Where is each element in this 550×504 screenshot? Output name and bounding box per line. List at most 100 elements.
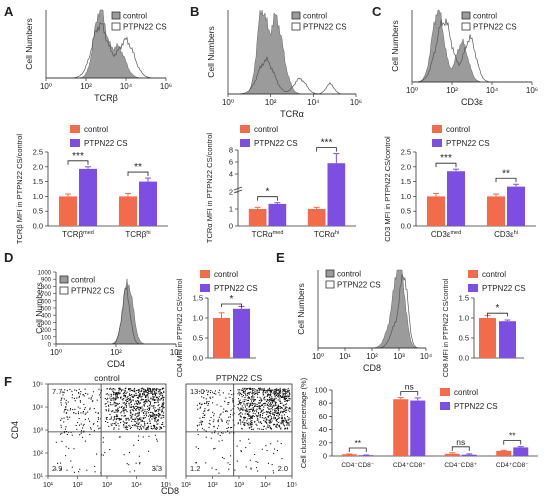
- scatter-dot: [238, 394, 240, 396]
- scatter-dot: [263, 425, 265, 427]
- scatter-dot: [242, 417, 244, 419]
- scatter-dot: [79, 401, 81, 403]
- scatter-dot: [264, 396, 266, 398]
- scatter-dot: [143, 401, 145, 403]
- scatter-dot: [281, 407, 283, 409]
- scatter-dot: [259, 402, 261, 404]
- scatter-dot: [126, 401, 128, 403]
- scatter-dot: [240, 407, 242, 409]
- scatter-dot: [222, 392, 224, 394]
- scatter-dot: [131, 390, 133, 392]
- scatter-dot: [267, 426, 269, 428]
- scatter-dot: [160, 427, 162, 429]
- scatter-dot: [140, 390, 142, 392]
- scatter-dot: [156, 428, 158, 430]
- scatter-dot: [254, 421, 256, 423]
- scatter-dot: [131, 406, 133, 408]
- scatter-dot: [82, 412, 84, 414]
- scatter-dot: [240, 412, 242, 414]
- scatter-dot: [280, 443, 282, 445]
- scatter-dot: [250, 388, 252, 390]
- scatter-dot: [151, 411, 153, 413]
- scatter-dot: [270, 393, 272, 395]
- C-bar-ytick-label: 2.0: [401, 162, 411, 171]
- scatter-dot: [282, 396, 284, 398]
- scatter-dot: [142, 417, 144, 419]
- D-hist-ytick-label: 300: [41, 321, 52, 327]
- scatter-dot: [147, 405, 149, 407]
- C-bar-ytick-label: 1.5: [401, 177, 411, 186]
- B-hist-ptpn22-histogram: [228, 56, 356, 95]
- scatter-dot: [277, 440, 279, 442]
- scatter-dot: [158, 416, 160, 418]
- scatter-dot: [205, 430, 207, 432]
- scatter-dot: [280, 407, 282, 409]
- scatter-dot: [267, 391, 269, 393]
- B-bar-bar-ptpn22-1: [327, 163, 346, 226]
- D-hist-xtick-label: 10⁰: [50, 348, 62, 357]
- scatter-dot: [238, 391, 240, 393]
- F-scatter-quadrant-br: 2.0: [278, 464, 288, 473]
- scatter-dot: [214, 430, 216, 432]
- scatter-dot: [140, 424, 142, 426]
- scatter-dot: [263, 419, 265, 421]
- scatter-dot: [199, 417, 201, 419]
- scatter-dot: [276, 450, 278, 452]
- scatter-dot: [139, 394, 141, 396]
- scatter-dot: [62, 394, 64, 396]
- scatter-dot: [257, 394, 259, 396]
- scatter-dot: [251, 388, 253, 390]
- D-bar-bar-ptpn22: [233, 308, 250, 358]
- scatter-dot: [148, 401, 150, 403]
- scatter-dot: [151, 414, 153, 416]
- scatter-dot: [152, 398, 154, 400]
- A-bar-sig-label: ***: [72, 151, 84, 162]
- scatter-dot: [272, 424, 274, 426]
- scatter-dot: [237, 393, 239, 395]
- scatter-dot: [155, 389, 157, 391]
- scatter-dot: [156, 465, 158, 467]
- scatter-dot: [143, 415, 145, 417]
- scatter-dot: [151, 415, 153, 417]
- scatter-dot: [263, 412, 265, 414]
- scatter-dot: [157, 419, 159, 421]
- A-hist-xtick-label: 10²: [80, 82, 92, 91]
- D-hist-ytick-label: 600: [41, 299, 52, 305]
- F-bar-legend-control: control: [454, 388, 478, 397]
- scatter-dot: [269, 394, 271, 396]
- scatter-dot: [251, 424, 253, 426]
- scatter-dot: [199, 407, 201, 409]
- scatter-dot: [135, 462, 137, 464]
- scatter-dot: [89, 434, 91, 436]
- scatter-dot: [240, 423, 242, 425]
- D-hist-xlabel: CD4: [107, 359, 125, 369]
- scatter-dot: [65, 455, 67, 457]
- E-bar-legend-ptpn: PTPN22 CS: [482, 284, 526, 293]
- scatter-dot: [199, 422, 201, 424]
- scatter-dot: [143, 391, 145, 393]
- scatter-dot: [278, 393, 280, 395]
- scatter-dot: [150, 405, 152, 407]
- scatter-dot: [230, 427, 232, 429]
- scatter-dot: [277, 409, 279, 411]
- scatter-dot: [267, 407, 269, 409]
- scatter-dot: [274, 418, 276, 420]
- F-scatter-dots: [55, 387, 165, 474]
- scatter-dot: [230, 390, 232, 392]
- scatter-dot: [283, 414, 285, 416]
- scatter-dot: [259, 389, 261, 391]
- A-bar-ytick-label: 2.5: [33, 148, 43, 157]
- scatter-dot: [242, 389, 244, 391]
- scatter-dot: [121, 389, 123, 391]
- scatter-dot: [274, 398, 276, 400]
- scatter-dot: [130, 388, 132, 390]
- scatter-dot: [142, 409, 144, 411]
- scatter-dot: [152, 388, 154, 390]
- scatter-dot: [117, 392, 119, 394]
- scatter-dot: [278, 421, 280, 423]
- scatter-dot: [128, 419, 130, 421]
- scatter-dot: [162, 387, 164, 389]
- scatter-dot: [124, 395, 126, 397]
- scatter-dot: [258, 388, 260, 390]
